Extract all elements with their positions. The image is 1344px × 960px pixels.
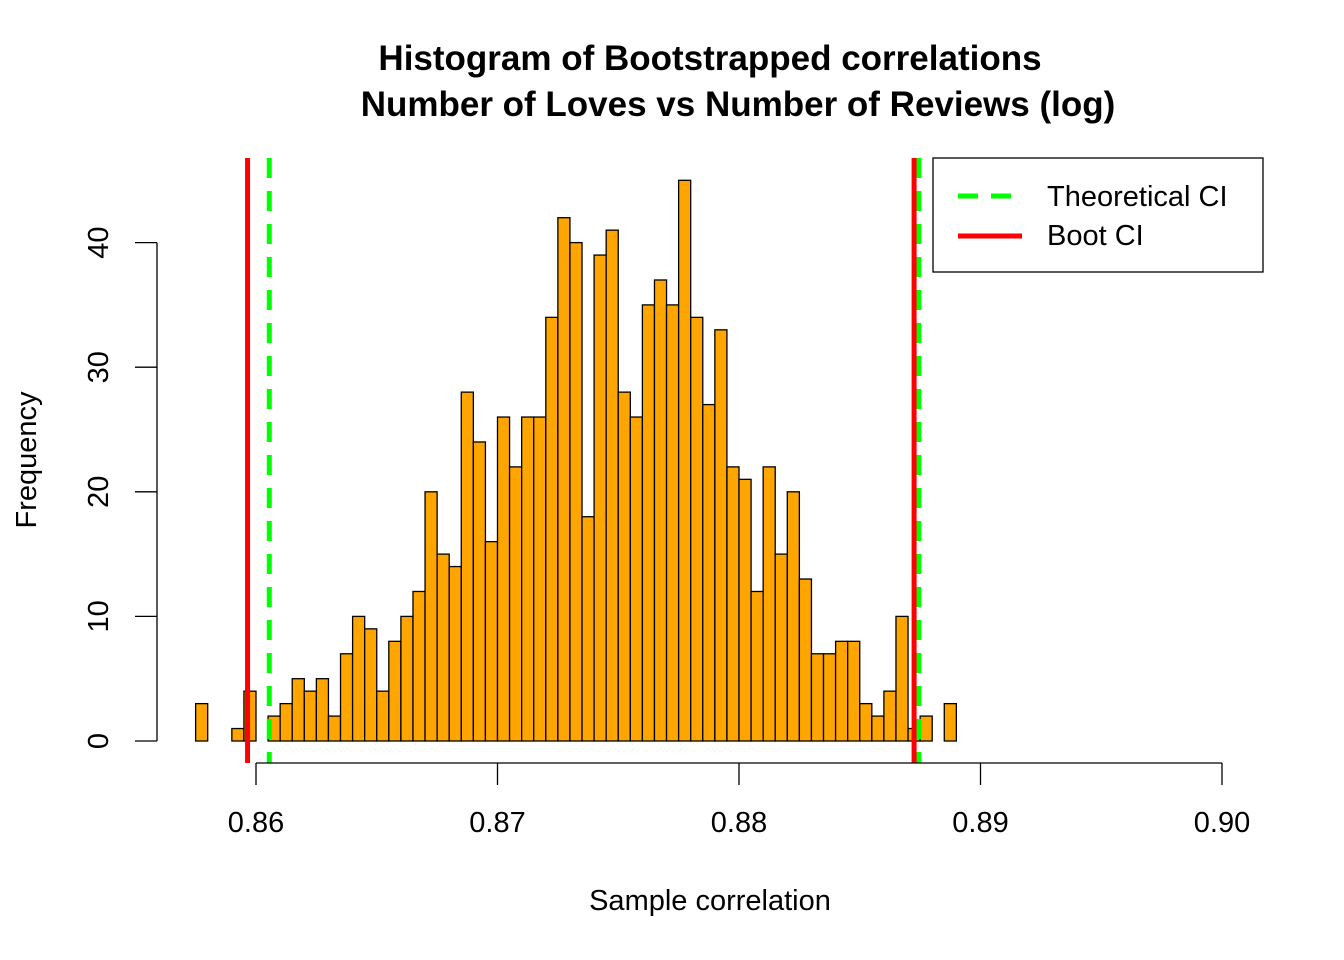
x-tick-label: 0.90: [1194, 807, 1250, 839]
histogram-bar: [424, 491, 438, 742]
histogram-bar: [448, 565, 462, 742]
histogram-bar: [895, 615, 909, 742]
histogram-bar: [521, 416, 535, 742]
legend: Theoretical CI Boot CI: [932, 157, 1264, 273]
x-tick-label: 0.86: [228, 807, 284, 839]
histogram-bar: [339, 653, 354, 742]
histogram-bar: [750, 590, 764, 742]
histogram-bar: [786, 491, 801, 742]
y-tick-label: 40: [83, 226, 115, 258]
histogram-bar: [883, 690, 897, 742]
histogram-bar: [617, 391, 631, 742]
histogram-bar: [859, 702, 873, 742]
y-tick-label: 30: [83, 351, 115, 383]
histogram-bar: [303, 690, 318, 742]
histogram-bar: [388, 640, 402, 742]
x-tick-label: 0.87: [469, 807, 525, 839]
histogram-bar: [593, 254, 607, 742]
histogram-bar: [605, 229, 619, 742]
histogram-bar: [194, 702, 209, 742]
histogram-bar: [762, 466, 776, 742]
y-tick-label: 0: [83, 733, 115, 749]
legend-box: [932, 157, 1264, 273]
histogram-bar: [231, 727, 245, 742]
histogram-bar: [496, 416, 511, 742]
ci-lines: [245, 158, 922, 763]
histogram-bar: [364, 628, 378, 742]
histogram-bar: [774, 553, 788, 742]
histogram-bar: [400, 615, 414, 742]
histogram-bar: [545, 316, 559, 742]
histogram-bar: [460, 391, 474, 742]
histogram-bar: [508, 466, 523, 742]
x-axis-label: Sample correlation: [589, 885, 831, 917]
histogram-bar: [484, 540, 499, 742]
histogram-bar: [291, 678, 305, 742]
histogram-bar: [798, 578, 813, 742]
x-axis: 0.86 0.87 0.88 0.89 0.90: [228, 762, 1250, 839]
histogram-bar: [702, 403, 716, 742]
y-axis: 0 10 20 30 40: [83, 226, 158, 749]
histogram-bar: [533, 416, 547, 742]
chart-subtitle: Number of Loves vs Number of Reviews (lo…: [361, 85, 1116, 124]
y-tick-label: 20: [83, 476, 115, 508]
histogram-bar: [714, 329, 728, 742]
histogram-bar: [327, 715, 342, 742]
y-tick-label: 10: [83, 600, 115, 632]
histogram-bar: [834, 640, 849, 742]
legend-label-theoretical-ci: Theoretical CI: [1047, 181, 1228, 213]
histogram-bar: [351, 615, 366, 742]
x-tick-label: 0.88: [711, 807, 767, 839]
histogram-bar: [871, 715, 885, 742]
histogram-bar: [376, 690, 390, 742]
histogram-bar: [629, 416, 644, 742]
histogram-bar: [847, 640, 861, 742]
y-axis-label: Frequency: [11, 391, 43, 529]
histogram-bar: [641, 304, 656, 742]
histogram-bar: [653, 279, 668, 742]
histogram-bar: [943, 702, 958, 742]
histogram-bar: [436, 553, 450, 742]
histogram-bar: [726, 466, 740, 742]
histogram-bar: [690, 316, 704, 742]
histogram-bars: [194, 179, 958, 742]
histogram-bar: [279, 702, 293, 742]
histogram-bar: [557, 217, 571, 742]
histogram-bar: [581, 516, 595, 742]
histogram-bar: [412, 590, 426, 742]
histogram-bar: [822, 653, 837, 742]
histogram-bar: [810, 653, 825, 742]
legend-label-boot-ci: Boot CI: [1047, 220, 1144, 252]
histogram-bar: [738, 478, 752, 742]
histogram-bar: [677, 179, 692, 742]
histogram-bar: [665, 304, 680, 742]
histogram-bar: [569, 241, 583, 742]
histogram-bar: [919, 715, 933, 742]
x-tick-label: 0.89: [952, 807, 1008, 839]
histogram-bar: [315, 678, 330, 742]
histogram-bar: [472, 441, 487, 742]
chart-title: Histogram of Bootstrapped correlations: [378, 39, 1041, 78]
